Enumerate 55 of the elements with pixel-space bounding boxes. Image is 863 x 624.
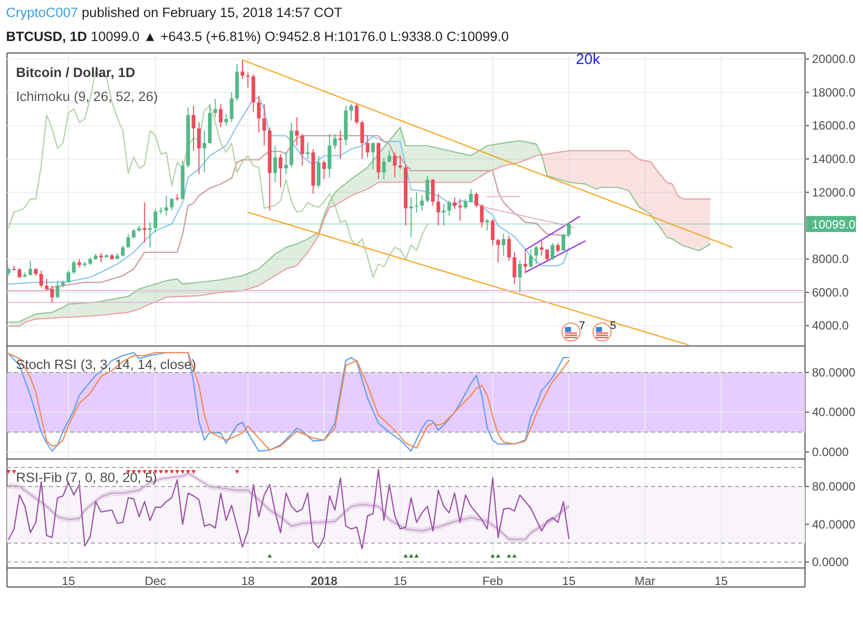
y-tick-label: 4000.0 xyxy=(812,318,850,333)
candlestick xyxy=(99,253,103,262)
annotation: 20k xyxy=(576,51,601,68)
candlestick xyxy=(142,202,146,242)
ref-line-label: 10099.0 xyxy=(812,218,856,232)
text: RSI-Fib (7, 0, 80, 20, 5) xyxy=(16,470,158,485)
x-tick-label: 15 xyxy=(562,574,576,588)
candlestick xyxy=(485,219,490,231)
candlestick xyxy=(398,156,402,169)
y-tick-label: 6000.0 xyxy=(812,285,850,300)
candlestick xyxy=(82,262,87,268)
y-tick-label: 14000.0 xyxy=(812,152,856,166)
x-tick-label: 2018 xyxy=(310,574,338,588)
candlestick xyxy=(246,72,250,88)
text: Ichimoku (9, 26, 52, 26) xyxy=(16,89,158,104)
candlestick xyxy=(409,197,413,238)
x-tick-label: Mar xyxy=(634,574,656,588)
y-tick-label: 12000.0 xyxy=(812,185,856,200)
x-tick-label: 15 xyxy=(714,574,728,588)
line-series xyxy=(8,135,570,292)
candlestick xyxy=(414,192,418,212)
y-tick-label: 0.0000 xyxy=(812,555,850,570)
candlestick xyxy=(148,222,152,248)
x-tick-label: 15 xyxy=(394,574,408,588)
candlestick xyxy=(192,106,196,151)
candlestick xyxy=(366,136,370,158)
annotation: 7 xyxy=(579,320,586,332)
candlestick xyxy=(502,234,506,256)
y-tick-label: 16000.0 xyxy=(812,118,856,133)
annotation: 5 xyxy=(610,320,616,332)
y-tick-label: 80.0000 xyxy=(812,365,856,380)
candlestick xyxy=(284,152,288,174)
y-tick-label: 0.0000 xyxy=(812,445,850,460)
candlestick xyxy=(202,130,206,172)
candlestick xyxy=(464,199,468,209)
y-tick-label: 80.0000 xyxy=(812,479,856,494)
x-tick-label: 15 xyxy=(62,574,76,588)
text: CryptoC007 published on February 15, 2018 14:57 COT xyxy=(6,5,342,20)
text: Bitcoin / Dollar, 1D xyxy=(16,65,136,80)
x-tick-label: 18 xyxy=(241,574,255,588)
y-tick-label: 18000.0 xyxy=(812,85,856,100)
text: BTCUSD, 1D 10099.0 ▲ +643.5 (+6.81%) O:9452.8 H:10176.0 L:9338.0 C:10099.0 xyxy=(6,29,509,44)
x-tick-label: Feb xyxy=(482,574,504,588)
y-tick-label: 20000.0 xyxy=(812,52,856,66)
y-tick-label: 40.0000 xyxy=(812,517,856,532)
candlestick xyxy=(420,196,424,211)
x-tick-label: Dec xyxy=(144,574,166,588)
candlestick xyxy=(338,130,342,159)
candlestick xyxy=(278,154,282,188)
candlestick xyxy=(240,60,244,79)
candlestick xyxy=(458,199,462,221)
y-tick-label: 40.0000 xyxy=(812,405,856,420)
y-tick-label: 8000.0 xyxy=(812,252,850,266)
candlestick xyxy=(371,142,375,169)
candlestick xyxy=(442,204,446,226)
